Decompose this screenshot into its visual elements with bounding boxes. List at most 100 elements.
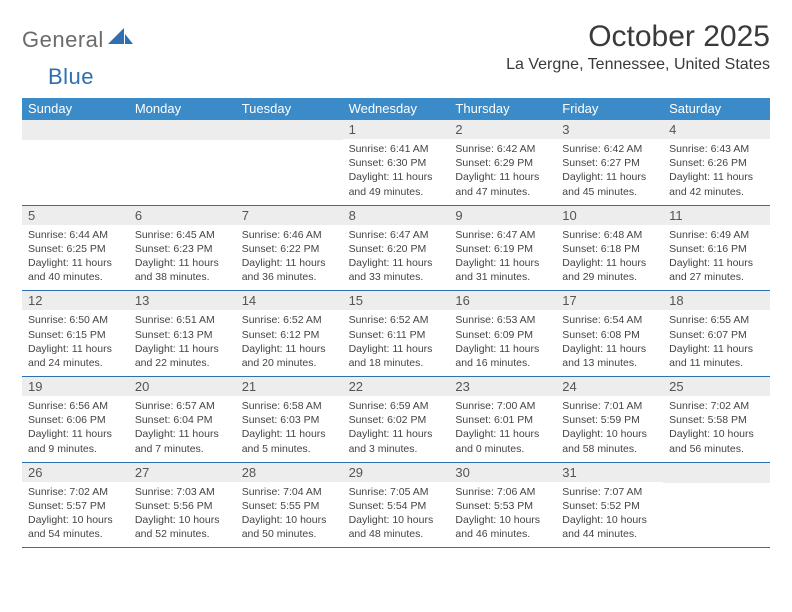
sunrise-line: Sunrise: 6:46 AM: [242, 228, 337, 242]
sunrise-line: Sunrise: 6:52 AM: [349, 313, 444, 327]
location: La Vergne, Tennessee, United States: [506, 56, 770, 74]
sunset-line: Sunset: 6:18 PM: [562, 242, 657, 256]
day-cell: 5Sunrise: 6:44 AMSunset: 6:25 PMDaylight…: [22, 206, 129, 291]
daylight-line: Daylight: 11 hours and 40 minutes.: [28, 256, 123, 284]
daylight-line: Daylight: 10 hours and 46 minutes.: [455, 513, 550, 541]
daylight-line: Daylight: 10 hours and 48 minutes.: [349, 513, 444, 541]
day-number: 13: [129, 291, 236, 310]
day-number: 19: [22, 377, 129, 396]
day-number: 5: [22, 206, 129, 225]
sunset-line: Sunset: 6:19 PM: [455, 242, 550, 256]
sunset-line: Sunset: 5:52 PM: [562, 499, 657, 513]
day-cell: 2Sunrise: 6:42 AMSunset: 6:29 PMDaylight…: [449, 120, 556, 205]
daylight-line: Daylight: 10 hours and 56 minutes.: [669, 427, 764, 455]
day-body: Sunrise: 6:43 AMSunset: 6:26 PMDaylight:…: [663, 139, 770, 205]
day-body: Sunrise: 6:58 AMSunset: 6:03 PMDaylight:…: [236, 396, 343, 462]
logo-word-2: Blue: [48, 64, 94, 90]
day-body: Sunrise: 6:47 AMSunset: 6:19 PMDaylight:…: [449, 225, 556, 291]
sunrise-line: Sunrise: 7:02 AM: [28, 485, 123, 499]
day-number: 31: [556, 463, 663, 482]
day-cell: 16Sunrise: 6:53 AMSunset: 6:09 PMDayligh…: [449, 291, 556, 376]
day-cell: 9Sunrise: 6:47 AMSunset: 6:19 PMDaylight…: [449, 206, 556, 291]
daylight-line: Daylight: 11 hours and 3 minutes.: [349, 427, 444, 455]
daylight-line: Daylight: 11 hours and 42 minutes.: [669, 170, 764, 198]
daylight-line: Daylight: 10 hours and 54 minutes.: [28, 513, 123, 541]
day-number: 18: [663, 291, 770, 310]
day-body: Sunrise: 6:41 AMSunset: 6:30 PMDaylight:…: [343, 139, 450, 205]
day-number: 10: [556, 206, 663, 225]
day-number: 14: [236, 291, 343, 310]
day-header: Tuesday: [236, 98, 343, 120]
sunset-line: Sunset: 6:26 PM: [669, 156, 764, 170]
sunset-line: Sunset: 6:11 PM: [349, 328, 444, 342]
day-cell: 3Sunrise: 6:42 AMSunset: 6:27 PMDaylight…: [556, 120, 663, 205]
day-body: Sunrise: 6:42 AMSunset: 6:29 PMDaylight:…: [449, 139, 556, 205]
day-number: 30: [449, 463, 556, 482]
day-cell: 17Sunrise: 6:54 AMSunset: 6:08 PMDayligh…: [556, 291, 663, 376]
sunset-line: Sunset: 6:03 PM: [242, 413, 337, 427]
sunset-line: Sunset: 6:29 PM: [455, 156, 550, 170]
day-cell: 27Sunrise: 7:03 AMSunset: 5:56 PMDayligh…: [129, 463, 236, 548]
day-cell: 12Sunrise: 6:50 AMSunset: 6:15 PMDayligh…: [22, 291, 129, 376]
sunset-line: Sunset: 5:59 PM: [562, 413, 657, 427]
day-number: [129, 120, 236, 140]
day-cell: [129, 120, 236, 205]
sunset-line: Sunset: 6:30 PM: [349, 156, 444, 170]
day-body: Sunrise: 6:44 AMSunset: 6:25 PMDaylight:…: [22, 225, 129, 291]
daylight-line: Daylight: 10 hours and 44 minutes.: [562, 513, 657, 541]
logo: General: [22, 20, 136, 53]
day-number: 28: [236, 463, 343, 482]
day-cell: [236, 120, 343, 205]
week-row: 5Sunrise: 6:44 AMSunset: 6:25 PMDaylight…: [22, 206, 770, 292]
weeks-container: 1Sunrise: 6:41 AMSunset: 6:30 PMDaylight…: [22, 120, 770, 548]
sunrise-line: Sunrise: 7:03 AM: [135, 485, 230, 499]
day-cell: 25Sunrise: 7:02 AMSunset: 5:58 PMDayligh…: [663, 377, 770, 462]
sunset-line: Sunset: 6:04 PM: [135, 413, 230, 427]
day-number: 11: [663, 206, 770, 225]
day-body: Sunrise: 7:00 AMSunset: 6:01 PMDaylight:…: [449, 396, 556, 462]
day-body: Sunrise: 7:02 AMSunset: 5:57 PMDaylight:…: [22, 482, 129, 548]
sunset-line: Sunset: 6:15 PM: [28, 328, 123, 342]
day-cell: [663, 463, 770, 548]
sunrise-line: Sunrise: 6:54 AM: [562, 313, 657, 327]
daylight-line: Daylight: 11 hours and 24 minutes.: [28, 342, 123, 370]
week-row: 12Sunrise: 6:50 AMSunset: 6:15 PMDayligh…: [22, 291, 770, 377]
day-body: Sunrise: 6:48 AMSunset: 6:18 PMDaylight:…: [556, 225, 663, 291]
day-number: 7: [236, 206, 343, 225]
title-block: October 2025 La Vergne, Tennessee, Unite…: [506, 20, 770, 74]
sunset-line: Sunset: 5:54 PM: [349, 499, 444, 513]
day-number: 27: [129, 463, 236, 482]
daylight-line: Daylight: 11 hours and 33 minutes.: [349, 256, 444, 284]
day-body: Sunrise: 6:52 AMSunset: 6:11 PMDaylight:…: [343, 310, 450, 376]
day-header: Wednesday: [343, 98, 450, 120]
sunset-line: Sunset: 6:01 PM: [455, 413, 550, 427]
day-body: Sunrise: 6:56 AMSunset: 6:06 PMDaylight:…: [22, 396, 129, 462]
day-header-row: Sunday Monday Tuesday Wednesday Thursday…: [22, 98, 770, 120]
sunrise-line: Sunrise: 6:59 AM: [349, 399, 444, 413]
day-number: 20: [129, 377, 236, 396]
daylight-line: Daylight: 11 hours and 45 minutes.: [562, 170, 657, 198]
logo-sail-icon: [108, 26, 134, 53]
day-number: 16: [449, 291, 556, 310]
sunset-line: Sunset: 6:12 PM: [242, 328, 337, 342]
sunrise-line: Sunrise: 6:55 AM: [669, 313, 764, 327]
day-cell: 24Sunrise: 7:01 AMSunset: 5:59 PMDayligh…: [556, 377, 663, 462]
sunset-line: Sunset: 6:22 PM: [242, 242, 337, 256]
sunrise-line: Sunrise: 6:41 AM: [349, 142, 444, 156]
day-header: Friday: [556, 98, 663, 120]
day-body: Sunrise: 6:42 AMSunset: 6:27 PMDaylight:…: [556, 139, 663, 205]
day-cell: 7Sunrise: 6:46 AMSunset: 6:22 PMDaylight…: [236, 206, 343, 291]
daylight-line: Daylight: 11 hours and 7 minutes.: [135, 427, 230, 455]
day-body: Sunrise: 6:49 AMSunset: 6:16 PMDaylight:…: [663, 225, 770, 291]
week-row: 26Sunrise: 7:02 AMSunset: 5:57 PMDayligh…: [22, 463, 770, 549]
day-body: [22, 140, 129, 149]
day-cell: 4Sunrise: 6:43 AMSunset: 6:26 PMDaylight…: [663, 120, 770, 205]
day-cell: 15Sunrise: 6:52 AMSunset: 6:11 PMDayligh…: [343, 291, 450, 376]
day-number: 25: [663, 377, 770, 396]
daylight-line: Daylight: 11 hours and 18 minutes.: [349, 342, 444, 370]
day-cell: 23Sunrise: 7:00 AMSunset: 6:01 PMDayligh…: [449, 377, 556, 462]
week-row: 1Sunrise: 6:41 AMSunset: 6:30 PMDaylight…: [22, 120, 770, 206]
daylight-line: Daylight: 11 hours and 27 minutes.: [669, 256, 764, 284]
day-cell: 30Sunrise: 7:06 AMSunset: 5:53 PMDayligh…: [449, 463, 556, 548]
day-cell: 19Sunrise: 6:56 AMSunset: 6:06 PMDayligh…: [22, 377, 129, 462]
